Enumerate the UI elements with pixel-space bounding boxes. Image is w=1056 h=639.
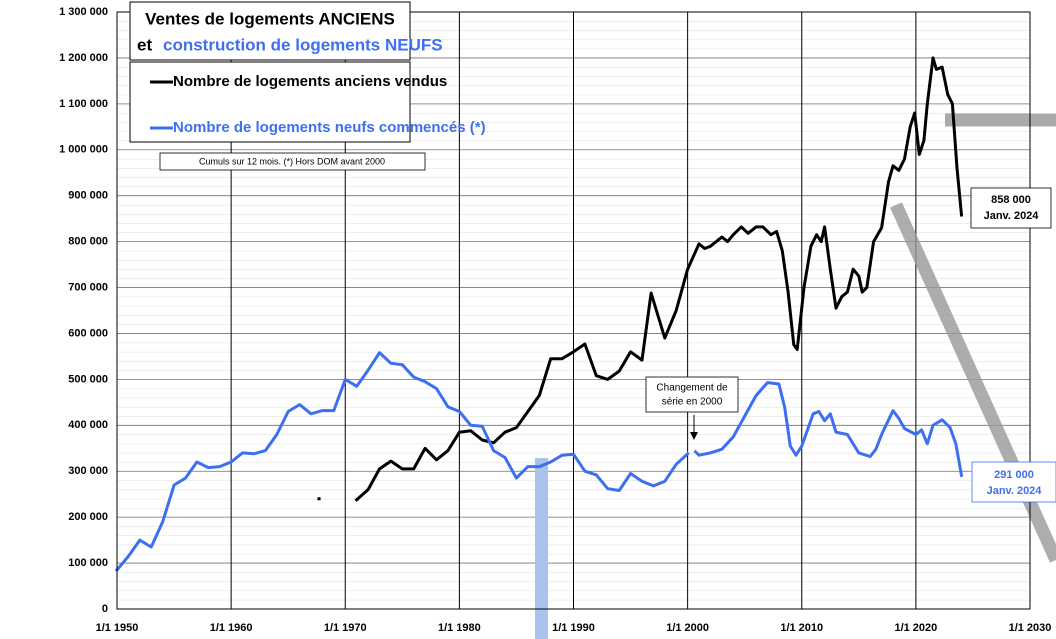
y-tick-label: 100 000 bbox=[68, 557, 108, 569]
annotation-arrow-head bbox=[690, 432, 698, 440]
x-tick-label: 1/1 1970 bbox=[324, 622, 367, 634]
legend bbox=[129, 61, 411, 143]
y-tick-label: 800 000 bbox=[68, 236, 108, 248]
series-line bbox=[114, 351, 964, 573]
lines bbox=[114, 56, 964, 573]
annotation: série en 2000 bbox=[662, 397, 723, 408]
subtitle: construction de logements NEUFS bbox=[163, 35, 443, 54]
y-tick-label: 700 000 bbox=[68, 281, 108, 293]
x-tick-label: 1/1 2010 bbox=[780, 622, 823, 634]
annotation: 858 000 bbox=[991, 194, 1031, 206]
annotation: 291 000 bbox=[994, 469, 1034, 481]
legend-items: Nombre de logements anciens vendus Nombre… bbox=[150, 73, 486, 136]
annotation: Janv. 2024 bbox=[987, 485, 1043, 497]
annotation-box bbox=[970, 187, 1052, 229]
y-tick-label: 1 200 000 bbox=[59, 52, 108, 64]
decor-bar bbox=[535, 458, 548, 639]
note: Cumuls sur 12 mois. (*) Hors DOM avant 2… bbox=[199, 156, 385, 166]
y-tick-label: 500 000 bbox=[68, 373, 108, 385]
subtitle-prefix: et bbox=[137, 35, 152, 54]
x-tick-label: 1/1 1990 bbox=[552, 622, 595, 634]
y-tick-label: 600 000 bbox=[68, 327, 108, 339]
title-box bbox=[129, 1, 411, 61]
y-tick-label: 200 000 bbox=[68, 511, 108, 523]
y-tick-label: 1 300 000 bbox=[59, 6, 108, 18]
series-line bbox=[317, 56, 964, 502]
legend-label: Nombre de logements anciens vendus bbox=[173, 73, 447, 90]
chart-title: Ventes de logements ANCIENS bbox=[145, 9, 395, 28]
annotation-box bbox=[645, 376, 739, 413]
x-tick-label: 1/1 2020 bbox=[894, 622, 937, 634]
x-tick-label: 1/1 1960 bbox=[210, 622, 253, 634]
annotation: Janv. 2024 bbox=[984, 210, 1040, 222]
plot-frame bbox=[116, 11, 1031, 610]
x-tick-label: 1/1 2000 bbox=[666, 622, 709, 634]
annotation: Changement de bbox=[656, 383, 728, 394]
y-tick-label: 900 000 bbox=[68, 190, 108, 202]
x-tick-label: 1/1 2030 bbox=[1009, 622, 1052, 634]
x-tick-label: 1/1 1950 bbox=[96, 622, 139, 634]
annotation-box bbox=[971, 461, 1056, 503]
y-tick-label: 300 000 bbox=[68, 465, 108, 477]
y-tick-label: 1 000 000 bbox=[59, 144, 108, 156]
legend-label: Nombre de logements neufs commencés (*) bbox=[173, 119, 486, 136]
x-tick-label: 1/1 1980 bbox=[438, 622, 481, 634]
y-tick-label: 1 100 000 bbox=[59, 98, 108, 110]
y-tick-label: 0 bbox=[102, 603, 108, 615]
note-box bbox=[159, 152, 426, 171]
y-tick-label: 400 000 bbox=[68, 419, 108, 431]
